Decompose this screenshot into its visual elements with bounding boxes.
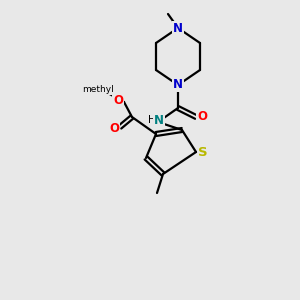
Text: methyl: methyl — [82, 85, 114, 94]
Text: N: N — [173, 22, 183, 34]
Text: O: O — [113, 94, 123, 107]
Text: S: S — [198, 146, 208, 158]
Text: N: N — [173, 79, 183, 92]
Text: N: N — [154, 115, 164, 128]
Text: H: H — [148, 115, 156, 125]
Text: O: O — [109, 122, 119, 134]
Text: O: O — [197, 110, 207, 124]
